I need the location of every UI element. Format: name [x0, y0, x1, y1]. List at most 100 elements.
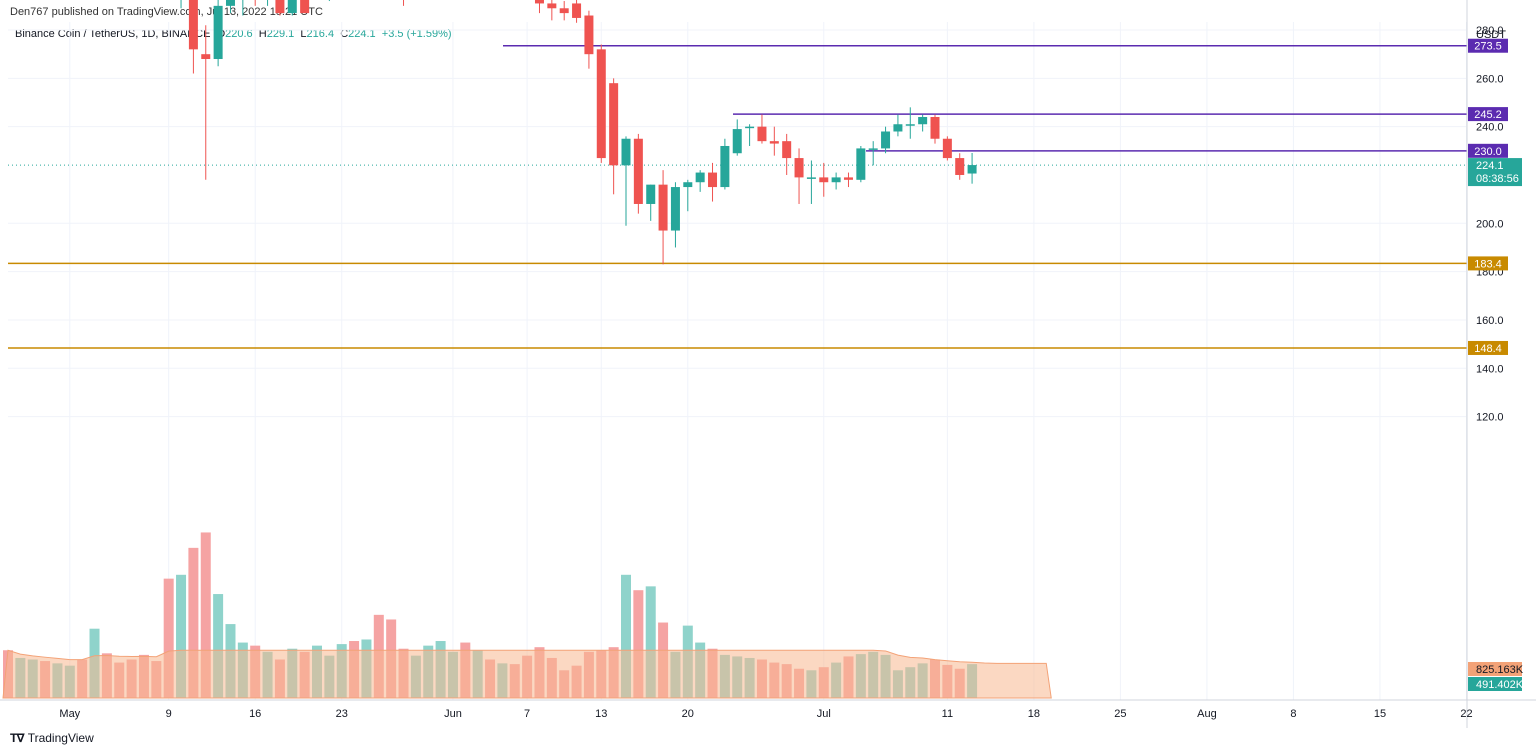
price-tags: 336.3273.5245.2230.0183.4148.4224.108:38…	[1468, 38, 1524, 691]
candle-body	[955, 158, 965, 175]
y-tick-label: 140.0	[1476, 363, 1504, 375]
level-tag-label: 273.5	[1474, 41, 1502, 53]
candle	[180, 0, 182, 9]
volume-bar	[621, 574, 631, 698]
volume-ma-box	[1468, 662, 1522, 676]
candle-body	[745, 126, 755, 129]
close-label: C	[340, 28, 349, 40]
x-tick-label: 7	[524, 708, 530, 720]
x-tick-label: 25	[1114, 708, 1126, 720]
candle	[633, 133, 643, 214]
candle-body	[868, 148, 878, 150]
candle	[769, 126, 779, 156]
volume-bar	[645, 586, 656, 698]
last-price-tag: 224.108:38:56	[1468, 158, 1522, 187]
candle	[843, 172, 853, 188]
candle	[213, 0, 223, 67]
candle	[893, 114, 903, 137]
candle-body	[831, 177, 841, 183]
candle	[918, 114, 928, 132]
candle	[646, 184, 656, 221]
candle	[720, 138, 730, 190]
level-tag-label: 230.0	[1474, 146, 1502, 158]
candle	[275, 0, 285, 16]
level-tag-label: 245.2	[1474, 109, 1502, 121]
candle	[225, 0, 235, 14]
candle	[708, 162, 718, 202]
candle-body	[856, 148, 866, 180]
open-value: 220.6	[225, 28, 253, 40]
horizontal-levels	[8, 44, 1467, 349]
axes: USDT360.0340.0320.0300.0280.0260.0240.02…	[0, 0, 1536, 728]
candle	[955, 153, 965, 180]
x-tick-label: 15	[1374, 708, 1386, 720]
candle-body	[893, 124, 903, 132]
x-tick-label: 9	[166, 708, 172, 720]
candle-body	[918, 116, 928, 125]
volume-bar	[200, 532, 211, 698]
candle-body	[720, 145, 730, 188]
x-tick-label: Jul	[817, 708, 831, 720]
candle	[856, 145, 866, 183]
candle-body	[300, 0, 310, 14]
volume-ma-tag: 825.163K	[1468, 662, 1524, 676]
candle-body	[596, 49, 606, 159]
candle-body	[572, 3, 582, 18]
candle-body	[633, 138, 643, 204]
candle-body	[732, 129, 742, 154]
candlesticks	[180, 0, 977, 265]
candle	[695, 170, 705, 192]
candle	[201, 25, 211, 180]
candle	[559, 1, 569, 21]
candle-body	[287, 0, 297, 14]
candle-body	[658, 184, 668, 231]
volume-last-box	[1468, 677, 1522, 691]
candle-body	[621, 138, 631, 166]
y-tick-label: 200.0	[1476, 218, 1504, 230]
candle-body	[794, 158, 804, 178]
level-tag-box	[1468, 107, 1508, 122]
volume-bar	[176, 574, 187, 698]
footer: T∇ TradingView	[10, 731, 94, 745]
low-value: 216.4	[306, 28, 335, 40]
candle	[819, 162, 829, 197]
volume-last-tag: 491.402K	[1468, 677, 1524, 691]
countdown-value: 08:38:56	[1476, 173, 1519, 185]
volume-last-value: 491.402K	[1476, 679, 1524, 691]
grid-lines	[8, 22, 1467, 700]
candle	[287, 0, 297, 16]
candle-body	[225, 0, 235, 6]
x-tick-label: 23	[336, 708, 348, 720]
candle	[658, 170, 668, 265]
change-value: +3.5 (+1.59%)	[381, 28, 452, 40]
x-tick-label: 18	[1028, 708, 1040, 720]
candle	[683, 179, 693, 212]
level-tag: 183.4	[1468, 256, 1508, 271]
candle	[732, 119, 742, 156]
x-tick-label: 11	[942, 708, 953, 720]
x-tick-label: 16	[249, 708, 261, 720]
volume-ma-area	[2, 649, 1052, 699]
candle-body	[188, 0, 198, 50]
candle-body	[670, 187, 680, 231]
price-chart[interactable]: USDT360.0340.0320.0300.0280.0260.0240.02…	[0, 0, 1536, 728]
candle-body	[806, 177, 816, 179]
high-value: 229.1	[266, 28, 295, 40]
x-tick-label: 20	[682, 708, 694, 720]
candle-body	[547, 3, 557, 9]
candle	[868, 141, 878, 166]
y-tick-label: 260.0	[1476, 73, 1504, 85]
candle	[188, 0, 198, 74]
level-tag: 148.4	[1468, 340, 1508, 355]
last-price-value: 224.1	[1476, 160, 1504, 172]
candle-body	[843, 177, 853, 180]
candle	[930, 114, 940, 144]
volume-ma-area	[2, 649, 1052, 699]
volume-bar	[188, 547, 199, 698]
x-tick-label: May	[59, 708, 80, 720]
candle	[905, 107, 915, 139]
candle	[242, 0, 244, 16]
x-tick-label: Jun	[444, 708, 462, 720]
candle	[967, 152, 977, 184]
candle	[670, 182, 680, 248]
